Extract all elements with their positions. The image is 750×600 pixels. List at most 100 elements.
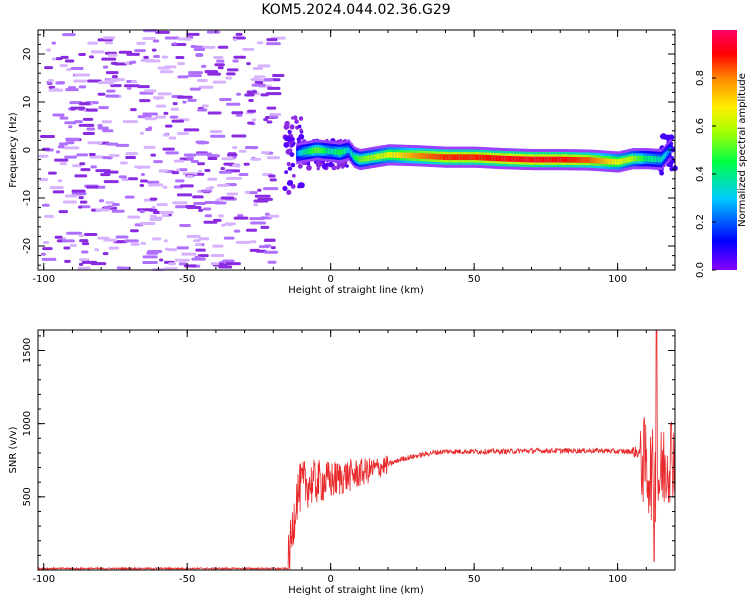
heatmap-noise-cell (152, 211, 161, 215)
heatmap-noise-cell (237, 214, 244, 218)
heatmap-cell (334, 149, 337, 155)
heatmap-noise-cell (176, 95, 193, 99)
heatmap-cell (633, 155, 636, 162)
heatmap-cell (343, 148, 346, 155)
heatmap-cell (432, 153, 435, 160)
heatmap-cell (455, 154, 458, 161)
heatmap-cell (378, 153, 381, 160)
heatmap-noise-cell (59, 64, 68, 68)
heatmap-noise-cell (54, 235, 63, 239)
heatmap-noise-cell (103, 170, 119, 174)
heatmap-cell (662, 155, 665, 161)
heatmap-noise-cell (218, 170, 232, 174)
heatmap-noise-cell (44, 66, 54, 70)
heatmap-noise-cell (251, 118, 257, 122)
y-tick-label: 20 (22, 48, 33, 61)
heatmap-noise-cell (64, 259, 71, 263)
heatmap-noise-cell (62, 239, 75, 243)
heatmap-cell (376, 153, 379, 160)
heatmap-cell (373, 154, 376, 161)
heatmap-cell (505, 155, 508, 162)
heatmap-cell (339, 149, 342, 156)
heatmap-cell (647, 155, 650, 162)
heatmap-cell (322, 147, 325, 154)
heatmap-noise-cell (143, 55, 149, 59)
heatmap-cell (370, 154, 373, 161)
heatmap-noise-cell (253, 203, 258, 207)
heatmap-cell (298, 182, 305, 189)
heatmap-cell (297, 163, 303, 169)
heatmap-noise-cell (63, 246, 71, 250)
heatmap-noise-cell (165, 151, 179, 155)
heatmap-cell (501, 155, 504, 162)
heatmap-noise-cell (65, 194, 78, 198)
x-tick-label: 0 (327, 574, 333, 585)
heatmap-cell (551, 156, 554, 163)
heatmap-noise-cell (266, 38, 278, 42)
heatmap-noise-cell (269, 112, 282, 116)
heatmap-cell (393, 152, 396, 158)
colorbar-tick-label: 0.6 (695, 118, 706, 134)
heatmap-cell (590, 157, 593, 164)
heatmap-noise-cell (232, 164, 239, 168)
heatmap-cell (550, 156, 553, 163)
heatmap-cell (409, 152, 412, 159)
heatmap-cell (312, 147, 315, 154)
heatmap-cell (545, 156, 548, 163)
heatmap-cell (389, 151, 392, 158)
heatmap-cell (623, 157, 626, 164)
heatmap-noise-cell (264, 244, 272, 248)
heatmap-cell (342, 148, 345, 155)
heatmap-noise-cell (143, 145, 156, 149)
heatmap-cell (297, 150, 300, 157)
heatmap-noise-cell (226, 176, 242, 180)
heatmap-cell (329, 148, 332, 155)
heatmap-cell (488, 155, 491, 161)
heatmap-cell (669, 166, 675, 172)
heatmap-noise-cell (179, 184, 194, 188)
heatmap-noise-cell (64, 155, 77, 159)
heatmap-noise-cell (262, 187, 279, 191)
heatmap-cell (643, 155, 646, 162)
heatmap-cell (306, 165, 312, 171)
heatmap-noise-cell (152, 216, 163, 220)
heatmap-noise-cell (66, 231, 83, 235)
heatmap-cell (524, 156, 527, 163)
heatmap-noise-cell (197, 79, 208, 83)
heatmap-cell (405, 152, 408, 159)
heatmap-cell (386, 152, 389, 158)
heatmap-noise-cell (207, 111, 222, 115)
heatmap-noise-cell (115, 143, 130, 147)
heatmap-cell (517, 156, 520, 162)
heatmap-cell (282, 185, 288, 192)
heatmap-noise-cell (68, 125, 73, 129)
heatmap-cell (652, 156, 655, 162)
heatmap-noise-cell (97, 123, 103, 127)
heatmap-cell (491, 155, 494, 161)
heatmap-noise-cell (235, 32, 243, 36)
heatmap-noise-cell (233, 229, 241, 233)
heatmap-cell (485, 154, 488, 161)
heatmap-noise-cell (151, 205, 156, 209)
plot-frame (37, 329, 676, 571)
heatmap-noise-cell (146, 180, 160, 184)
heatmap-noise-cell (210, 262, 220, 266)
heatmap-noise-cell (212, 244, 224, 248)
heatmap-noise-cell (266, 156, 280, 160)
heatmap-cell (498, 155, 501, 162)
heatmap-cell (484, 154, 487, 161)
heatmap-cell (314, 147, 317, 154)
heatmap-cell (583, 157, 586, 163)
heatmap-noise-cell (226, 72, 236, 76)
heatmap-cell (340, 164, 345, 169)
heatmap-noise-cell (192, 195, 204, 199)
heatmap-cell (320, 147, 323, 154)
heatmap-noise-cell (272, 73, 285, 77)
heatmap-noise-cell (189, 87, 201, 91)
heatmap-cell (355, 154, 358, 161)
heatmap-cell (512, 156, 515, 162)
heatmap-cell (372, 154, 375, 161)
heatmap-noise-cell (105, 201, 115, 205)
heatmap-noise-cell (103, 180, 119, 184)
